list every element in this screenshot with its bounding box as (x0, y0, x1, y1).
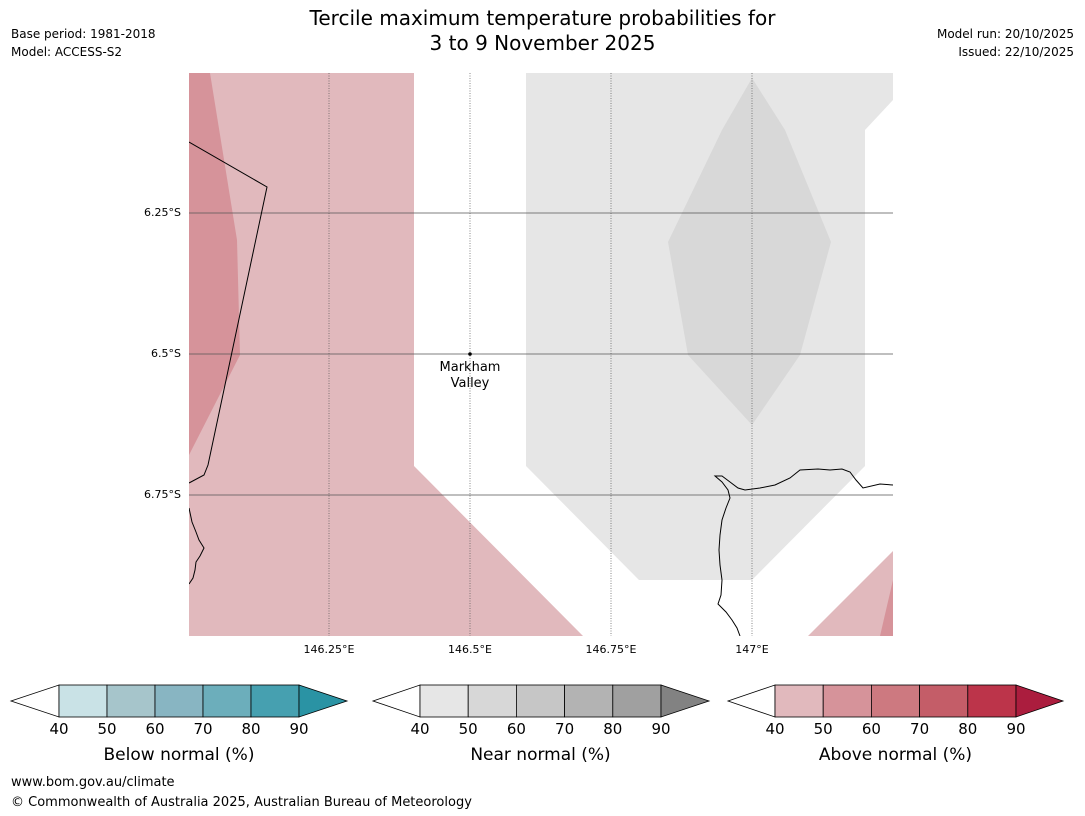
boundary-lines (189, 141, 893, 636)
issued-date: Issued: 22/10/2025 (958, 45, 1074, 59)
colorbar-near-tick-40: 40 (410, 720, 430, 738)
lon-label-147: 147°E (735, 643, 769, 656)
colorbar-below-bin-80 (250, 684, 300, 718)
colorbar-above-lower-extension (726, 684, 776, 718)
colorbars (9, 684, 1065, 718)
markham-valley-marker (468, 352, 472, 356)
colorbar-below-bin-50 (106, 684, 156, 718)
colorbar-below-lower-extension (9, 684, 60, 718)
colorbar-near-bin-70 (564, 684, 614, 718)
colorbar-below-tick-70: 70 (193, 720, 213, 738)
coastline-east (713, 468, 893, 636)
province-boundary (189, 141, 268, 484)
lon-label-146-25: 146.25°E (303, 643, 355, 656)
colorbar-near-tick-90: 90 (651, 720, 671, 738)
place-label-markham-valley: Markham Valley (440, 360, 501, 392)
colorbar-near-tick-60: 60 (506, 720, 526, 738)
place-label-line-1: Markham (439, 360, 501, 375)
colorbar-near-bin-80 (612, 684, 662, 718)
colorbar-below-bin-70 (202, 684, 252, 718)
colorbar-below-bin-40 (58, 684, 108, 718)
map-layers (189, 73, 893, 636)
colorbar-below-tick-60: 60 (145, 720, 165, 738)
colorbar-below-tick-40: 40 (49, 720, 69, 738)
colorbar-above-tick-90: 90 (1006, 720, 1026, 738)
lat-label-6-75: 6.75°S (144, 488, 181, 501)
colorbar-above-tick-50: 50 (813, 720, 833, 738)
colorbar-near-lower-extension (371, 684, 421, 718)
above-normal-40-region-southeast (808, 551, 893, 636)
colorbar-above-bin-60 (871, 684, 921, 718)
colorbar-above-tick-60: 60 (861, 720, 881, 738)
colorbar-above-bin-70 (919, 684, 969, 718)
map-title: Tercile maximum temperature probabilitie… (0, 6, 1085, 56)
above-normal-50-region-southeast (880, 580, 893, 636)
base-period: Base period: 1981-2018 (11, 27, 156, 41)
colorbar-below-tick-80: 80 (241, 720, 261, 738)
colorbar-above-bin-40 (774, 684, 824, 718)
graticule-lines (189, 73, 893, 636)
colorbar-above-title: Above normal (%) (818, 745, 973, 765)
footer-copyright: © Commonwealth of Australia 2025, Austra… (11, 795, 472, 810)
lon-label-146-5: 146.5°E (448, 643, 492, 656)
colorbar-above-tick-80: 80 (958, 720, 978, 738)
coastline-west (189, 507, 205, 585)
colorbar-near-upper-extension (660, 684, 711, 718)
title-line-1: Tercile maximum temperature probabilitie… (309, 6, 776, 30)
colorbar-below-tick-50: 50 (97, 720, 117, 738)
meta-left: Base period: 1981-2018 Model: ACCESS-S2 (11, 25, 156, 61)
colorbar-near-title: Near normal (%) (470, 745, 611, 765)
above-normal-50-region-west (189, 73, 240, 455)
colorbar-near-tick-50: 50 (458, 720, 478, 738)
colorbar-above-tick-70: 70 (910, 720, 930, 738)
colorbar-below-upper-extension (298, 684, 349, 718)
colorbar-below-tick-90: 90 (289, 720, 309, 738)
model-run: Model run: 20/10/2025 (936, 27, 1074, 41)
footer-url: www.bom.gov.au/climate (11, 775, 175, 790)
colorbar-above-tick-40: 40 (765, 720, 785, 738)
meta-right: Model run: 20/10/2025 Issued: 22/10/2025 (937, 25, 1074, 61)
colorbar-below-title: Below normal (%) (103, 745, 255, 765)
lat-label-6-5: 6.5°S (151, 347, 181, 360)
colorbar-above-bin-50 (822, 684, 872, 718)
title-line-2: 3 to 9 November 2025 (429, 31, 656, 55)
lon-label-146-75: 146.75°E (585, 643, 637, 656)
colorbar-near-tick-70: 70 (555, 720, 575, 738)
colorbar-above-bin-80 (967, 684, 1017, 718)
colorbar-above-upper-extension (1015, 684, 1065, 718)
place-label-line-2: Valley (450, 376, 490, 391)
near-normal-50-region (668, 78, 831, 425)
model-name: Model: ACCESS-S2 (11, 45, 123, 59)
colorbar-near-bin-50 (467, 684, 517, 718)
colorbar-near-bin-40 (419, 684, 469, 718)
colorbar-below-bin-60 (154, 684, 204, 718)
colorbar-near-bin-60 (516, 684, 566, 718)
lat-label-6-25: 6.25°S (144, 206, 181, 219)
colorbar-near-tick-80: 80 (603, 720, 623, 738)
